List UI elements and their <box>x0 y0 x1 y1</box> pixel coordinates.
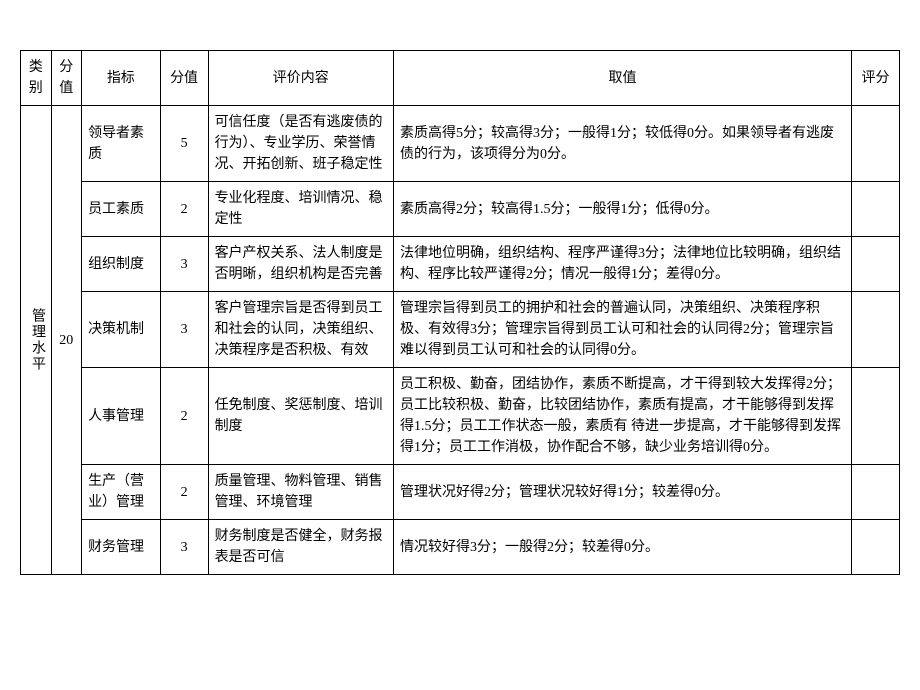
score-cell <box>851 520 899 575</box>
table-row: 组织制度 3 客户产权关系、法人制度是否明晰，组织机构是否完善 法律地位明确，组… <box>21 237 900 292</box>
category-name: 管理水平 <box>27 308 48 372</box>
sub-weight-cell: 3 <box>160 520 208 575</box>
table-row: 决策机制 3 客户管理宗旨是否得到员工和社会的认同，决策组织、决策程序是否积极、… <box>21 292 900 368</box>
col-sub-weight: 分值 <box>160 51 208 106</box>
col-score: 评分 <box>851 51 899 106</box>
sub-weight-cell: 5 <box>160 106 208 182</box>
table-row: 管理水平 20 领导者素质 5 可信任度（是否有逃废债的行为）、专业学历、荣誉情… <box>21 106 900 182</box>
category-weight: 20 <box>51 106 82 575</box>
score-cell <box>851 106 899 182</box>
score-cell <box>851 292 899 368</box>
sub-weight-cell: 2 <box>160 465 208 520</box>
score-cell <box>851 237 899 292</box>
indicator-cell: 人事管理 <box>82 368 161 465</box>
col-eval-content: 评价内容 <box>208 51 393 106</box>
eval-content-cell: 客户管理宗旨是否得到员工和社会的认同，决策组织、决策程序是否积极、有效 <box>208 292 393 368</box>
indicator-cell: 员工素质 <box>82 182 161 237</box>
indicator-cell: 财务管理 <box>82 520 161 575</box>
eval-content-cell: 任免制度、奖惩制度、培训制度 <box>208 368 393 465</box>
value-rule-cell: 情况较好得3分；一般得2分；较差得0分。 <box>393 520 851 575</box>
col-value-rule: 取值 <box>393 51 851 106</box>
indicator-cell: 决策机制 <box>82 292 161 368</box>
score-cell <box>851 465 899 520</box>
col-category: 类别 <box>21 51 52 106</box>
table-row: 生产（营业）管理 2 质量管理、物料管理、销售管理、环境管理 管理状况好得2分；… <box>21 465 900 520</box>
table-row: 员工素质 2 专业化程度、培训情况、稳定性 素质高得2分；较高得1.5分；一般得… <box>21 182 900 237</box>
evaluation-table: 类别 分值 指标 分值 评价内容 取值 评分 管理水平 20 领导者素质 5 可… <box>20 50 900 575</box>
value-rule-cell: 管理宗旨得到员工的拥护和社会的普遍认同，决策组织、决策程序积极、有效得3分；管理… <box>393 292 851 368</box>
sub-weight-cell: 2 <box>160 368 208 465</box>
eval-content-cell: 可信任度（是否有逃废债的行为）、专业学历、荣誉情况、开拓创新、班子稳定性 <box>208 106 393 182</box>
eval-content-cell: 财务制度是否健全，财务报表是否可信 <box>208 520 393 575</box>
eval-content-cell: 专业化程度、培训情况、稳定性 <box>208 182 393 237</box>
eval-content-cell: 客户产权关系、法人制度是否明晰，组织机构是否完善 <box>208 237 393 292</box>
category-cell: 管理水平 <box>21 106 52 575</box>
header-row: 类别 分值 指标 分值 评价内容 取值 评分 <box>21 51 900 106</box>
value-rule-cell: 员工积极、勤奋，团结协作，素质不断提高，才干得到较大发挥得2分；员工比较积极、勤… <box>393 368 851 465</box>
table-row: 人事管理 2 任免制度、奖惩制度、培训制度 员工积极、勤奋，团结协作，素质不断提… <box>21 368 900 465</box>
score-cell <box>851 368 899 465</box>
col-indicator: 指标 <box>82 51 161 106</box>
sub-weight-cell: 3 <box>160 292 208 368</box>
eval-content-cell: 质量管理、物料管理、销售管理、环境管理 <box>208 465 393 520</box>
table-row: 财务管理 3 财务制度是否健全，财务报表是否可信 情况较好得3分；一般得2分；较… <box>21 520 900 575</box>
indicator-cell: 组织制度 <box>82 237 161 292</box>
sub-weight-cell: 3 <box>160 237 208 292</box>
value-rule-cell: 法律地位明确，组织结构、程序严谨得3分；法律地位比较明确，组织结构、程序比较严谨… <box>393 237 851 292</box>
indicator-cell: 领导者素质 <box>82 106 161 182</box>
value-rule-cell: 素质高得5分；较高得3分；一般得1分；较低得0分。如果领导者有逃废债的行为，该项… <box>393 106 851 182</box>
col-weight: 分值 <box>51 51 82 106</box>
score-cell <box>851 182 899 237</box>
value-rule-cell: 素质高得2分；较高得1.5分；一般得1分；低得0分。 <box>393 182 851 237</box>
indicator-cell: 生产（营业）管理 <box>82 465 161 520</box>
value-rule-cell: 管理状况好得2分；管理状况较好得1分；较差得0分。 <box>393 465 851 520</box>
sub-weight-cell: 2 <box>160 182 208 237</box>
